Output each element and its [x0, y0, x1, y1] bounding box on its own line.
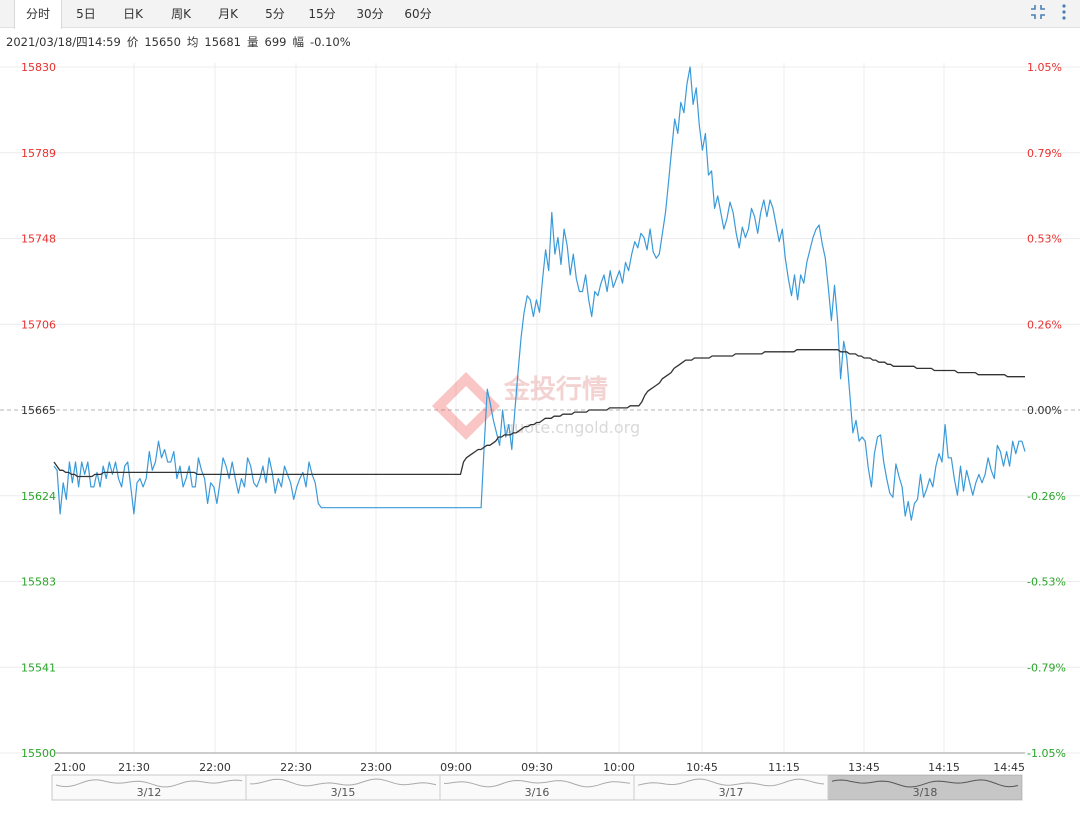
tab-monthly-k[interactable]: 月K [218, 7, 238, 21]
expand-icon[interactable] [1028, 3, 1048, 23]
x-tick-label: 11:15 [768, 761, 800, 774]
pct-tick-label: 0.00% [1027, 404, 1062, 417]
tab-intraday[interactable]: 分时 [14, 0, 62, 29]
y-tick-label: 15706 [21, 318, 56, 331]
tab-weekly-k[interactable]: 周K [171, 7, 191, 21]
info-volume-label: 量 [247, 35, 259, 49]
y-tick-label: 15830 [21, 61, 56, 74]
info-avg: 15681 [204, 35, 241, 49]
tab-60min[interactable]: 60分 [404, 7, 432, 21]
pct-tick-label: 0.53% [1027, 233, 1062, 246]
x-tick-label: 21:00 [54, 761, 86, 774]
pct-tick-label: 1.05% [1027, 61, 1062, 74]
navigator-sparkline [443, 779, 631, 788]
more-vertical-icon[interactable] [1054, 3, 1074, 23]
x-tick-label: 22:30 [280, 761, 312, 774]
tab-5min[interactable]: 5分 [265, 7, 285, 21]
x-tick-label: 21:30 [118, 761, 150, 774]
x-tick-label: 10:45 [686, 761, 718, 774]
info-change-label: 幅 [292, 35, 304, 49]
navigator-date-label: 3/15 [331, 786, 356, 799]
info-price: 15650 [144, 35, 181, 49]
x-tick-label: 09:00 [440, 761, 472, 774]
y-tick-label: 15665 [21, 404, 56, 417]
y-tick-label: 15583 [21, 576, 56, 589]
info-price-label: 价 [126, 35, 139, 49]
x-tick-label: 23:00 [360, 761, 392, 774]
x-tick-label: 13:45 [848, 761, 880, 774]
average-line [53, 349, 1025, 478]
watermark-logo [432, 372, 500, 440]
navigator-sparkline [55, 779, 243, 788]
y-tick-label: 15748 [21, 233, 56, 246]
watermark-brand: 金投行情 [503, 374, 608, 405]
quote-info-bar: 2021/03/18/四14:59 价 15650 均 15681 量 699 幅 -0.10% [6, 34, 357, 50]
x-tick-label: 14:45 [993, 761, 1025, 774]
tab-30min[interactable]: 30分 [356, 7, 384, 21]
navigator-sparkline [249, 778, 437, 787]
pct-tick-label: 0.26% [1027, 318, 1062, 331]
navigator-sparkline [831, 779, 1019, 788]
tab-15min[interactable]: 15分 [308, 7, 336, 21]
info-change: -0.10% [309, 35, 351, 49]
info-datetime: 2021/03/18/四14:59 [6, 35, 121, 49]
pct-tick-label: 0.79% [1027, 147, 1062, 160]
x-tick-label: 09:30 [521, 761, 553, 774]
navigator-date-label: 3/12 [137, 786, 162, 799]
info-avg-label: 均 [186, 35, 199, 49]
pct-tick-label: -1.05% [1027, 747, 1066, 760]
navigator-date-label: 3/18 [913, 786, 938, 799]
tab-5day[interactable]: 5日 [76, 7, 96, 21]
x-tick-label: 14:15 [928, 761, 960, 774]
price-line [53, 66, 1026, 521]
navigator-date-label: 3/16 [525, 786, 550, 799]
navigator-date-label: 3/17 [719, 786, 744, 799]
x-tick-label: 10:00 [603, 761, 635, 774]
pct-tick-label: -0.79% [1027, 661, 1066, 674]
navigator-selection [828, 775, 1022, 800]
y-tick-label: 15541 [21, 661, 56, 674]
y-tick-label: 15500 [21, 747, 56, 760]
y-tick-label: 15624 [21, 490, 56, 503]
navigator-sparkline [637, 778, 825, 787]
x-tick-label: 22:00 [199, 761, 231, 774]
tab-daily-k[interactable]: 日K [123, 7, 143, 21]
info-volume: 699 [264, 35, 287, 49]
pct-tick-label: -0.53% [1027, 576, 1066, 589]
chart-period-tabbar: 分时 5日 日K 周K 月K 5分 15分 30分 60分 [0, 0, 1080, 29]
y-tick-label: 15789 [21, 147, 56, 160]
pct-tick-label: -0.26% [1027, 490, 1066, 503]
